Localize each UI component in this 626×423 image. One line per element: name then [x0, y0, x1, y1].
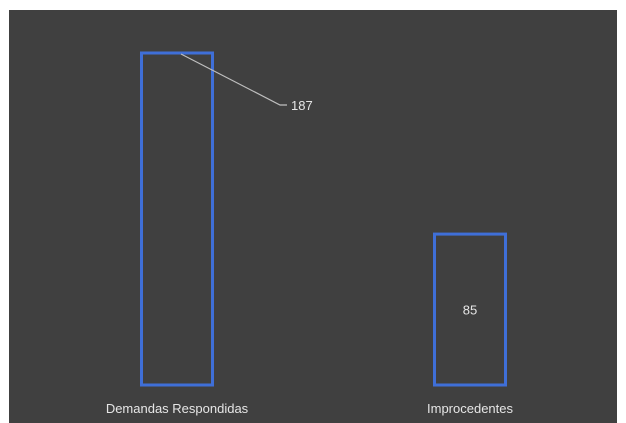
bar-2 — [433, 232, 507, 387]
leader-line — [180, 53, 287, 106]
bar-chart: Demandas Respondidas 187 Improcedentes 85 — [106, 51, 513, 416]
category-label-1: Demandas Respondidas — [106, 401, 249, 416]
category-label-2: Improcedentes — [427, 401, 513, 416]
data-label-1: 187 — [291, 98, 313, 113]
data-label-2: 85 — [463, 303, 477, 318]
bar-1 — [140, 51, 214, 387]
chart-panel: Demandas Respondidas 187 Improcedentes 85 — [9, 10, 617, 423]
